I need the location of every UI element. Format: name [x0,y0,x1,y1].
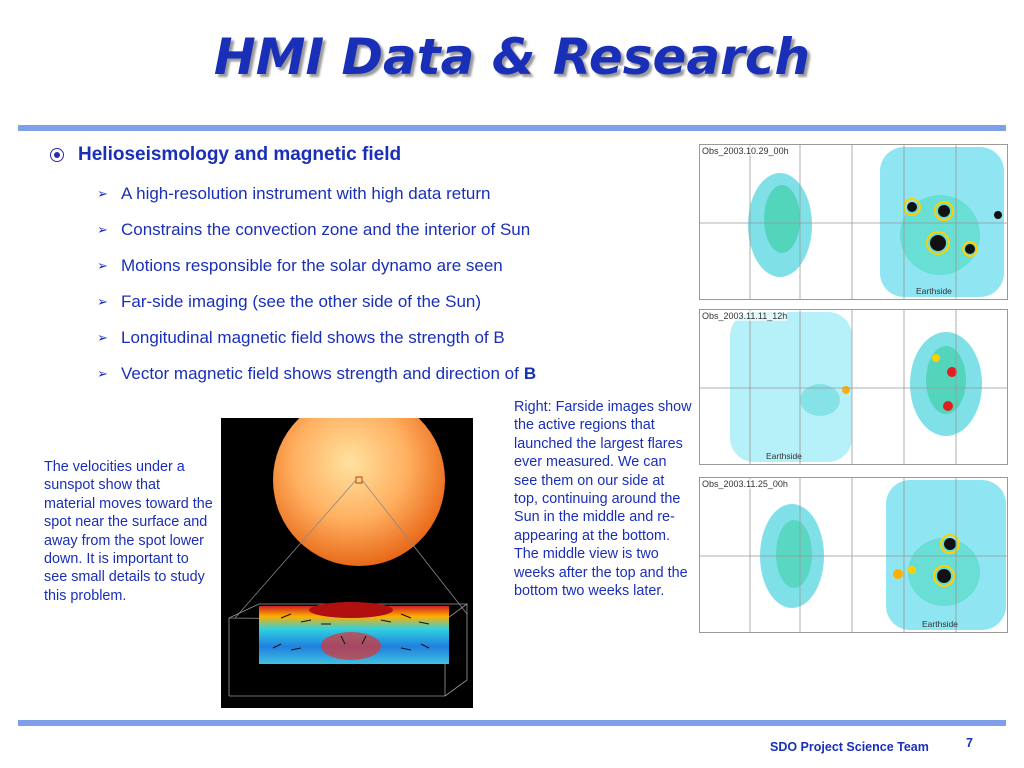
main-bullet-text: Helioseismology and magnetic field [78,144,402,165]
arrow-bullet-icon: ➢ [97,186,108,201]
obs-timestamp: Obs_2003.10.29_00h [702,146,789,156]
earthside-label: Earthside [766,451,802,461]
sub-bullet: ➢ Constrains the convection zone and the … [97,218,536,254]
main-bullet: Helioseismology and magnetic field [50,144,401,166]
target-bullet-icon [50,148,64,162]
obs-timestamp: Obs_2003.11.25_00h [702,479,788,489]
farside-caption: Right: Farside images show the active re… [514,399,692,600]
farside-map-3: Obs_2003.11.25_00h Earthside [699,477,1008,633]
arrow-bullet-icon: ➢ [97,222,108,237]
arrow-bullet-icon: ➢ [97,258,108,273]
earthside-label: Earthside [916,286,952,296]
arrow-bullet-icon: ➢ [97,294,108,309]
sub-bullet: ➢ Motions responsible for the solar dynam… [97,254,536,290]
top-divider [18,125,1006,131]
farside-map-1: Obs_2003.10.29_00h Earthside [699,144,1008,300]
arrow-bullet-icon: ➢ [97,330,108,345]
arrow-bullet-icon: ➢ [97,366,108,381]
sub-bullet-list: ➢ A high-resolution instrument with high … [97,182,536,398]
earthside-label: Earthside [922,619,958,629]
sunspot-caption: The velocities under a sunspot show that… [44,459,213,604]
sunspot-velocity-image [221,394,473,708]
sub-bullet: ➢ Longitudinal magnetic field shows the s… [97,326,536,362]
bold-b: B [523,364,537,383]
bottom-divider [18,720,1006,726]
sub-bullet: ➢ A high-resolution instrument with high … [97,182,536,218]
footer-team: SDO Project Science Team [770,740,929,754]
page-number: 7 [966,736,973,750]
slide-title: HMI Data & Research [213,28,811,86]
sub-bullet: ➢ Vector magnetic field shows strength an… [97,362,536,398]
obs-timestamp: Obs_2003.11.11_12h [702,311,788,321]
sub-bullet: ➢ Far-side imaging (see the other side of… [97,290,536,326]
farside-map-2: Obs_2003.11.11_12h Earthside [699,309,1008,465]
